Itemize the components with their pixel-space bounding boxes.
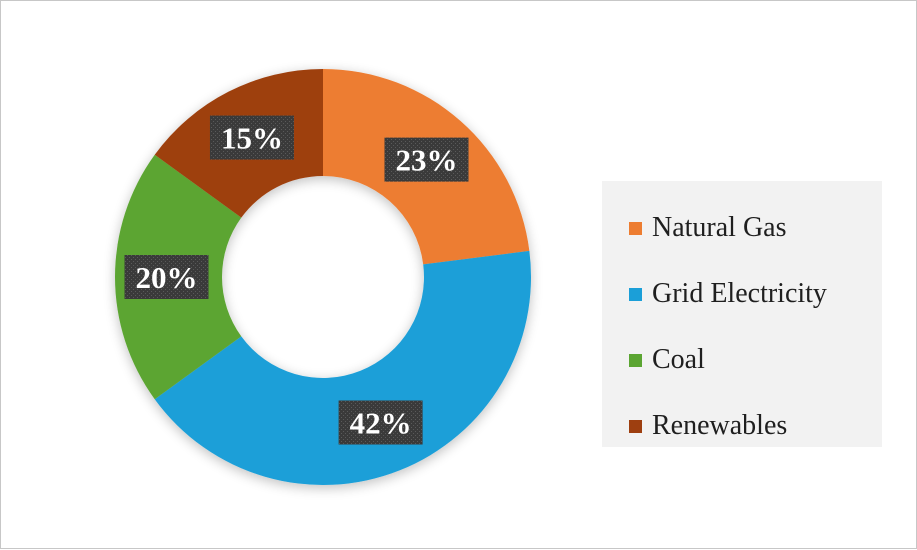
legend-item-natural-gas: Natural Gas [602,195,882,261]
legend-label-coal: Coal [652,344,705,375]
legend-label-grid-electricity: Grid Electricity [652,278,827,309]
legend-item-grid-electricity: Grid Electricity [602,261,882,327]
donut-data-labels: 23% 42% 20% 15% [124,115,469,445]
data-label-grid-electricity: 42% [338,400,423,445]
legend-swatch-renewables [629,419,642,433]
data-label-box [209,115,294,160]
data-label-coal: 20% [124,255,209,299]
data-label-box [384,137,469,182]
legend-swatch-coal [629,353,642,367]
data-label-text: 15% [221,121,283,156]
data-label-box [338,400,423,445]
data-label-text: 20% [136,260,198,295]
legend-label-renewables: Renewables [652,410,788,441]
chart-legend: Natural Gas Grid Electricity Coal Renewa… [602,181,882,447]
legend-swatch-grid-electricity [629,287,642,301]
legend-swatch-natural-gas [629,221,642,235]
slice-grid-electricity [154,250,531,486]
legend-item-coal: Coal [602,327,882,393]
legend-label-natural-gas: Natural Gas [652,212,787,243]
data-label-text: 23% [395,143,457,178]
legend-item-renewables: Renewables [602,393,882,459]
data-label-natural-gas: 23% [384,137,469,182]
data-label-renewables: 15% [209,115,294,160]
data-label-box [124,255,209,299]
data-label-text: 42% [350,406,412,441]
